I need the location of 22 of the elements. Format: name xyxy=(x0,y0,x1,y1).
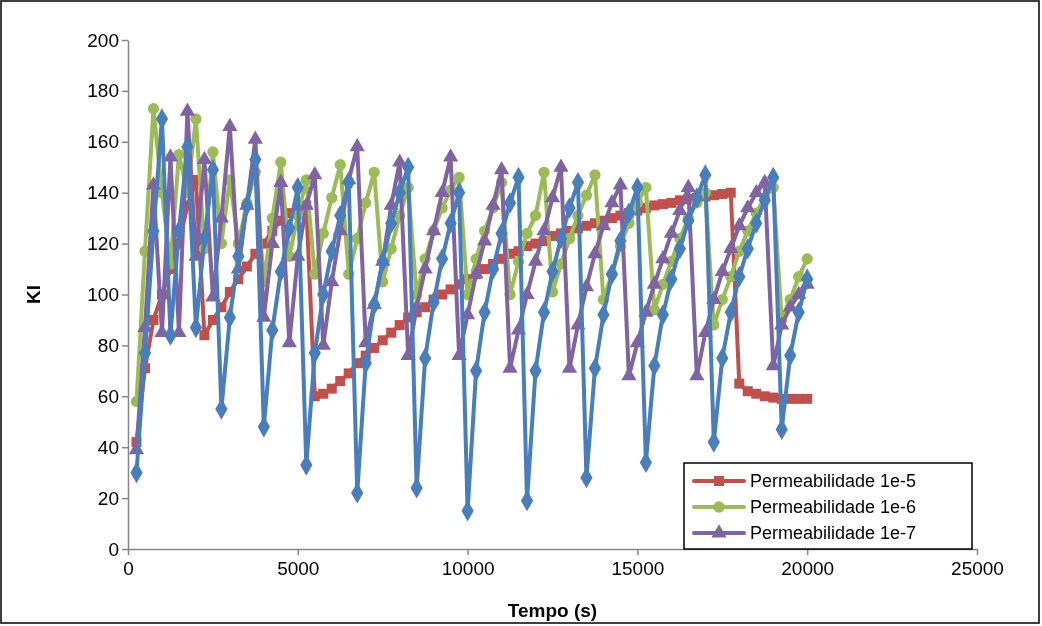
y-tick-label: 200 xyxy=(87,29,119,51)
x-tick-label: 15000 xyxy=(611,558,665,580)
x-axis-title: Tempo (s) xyxy=(507,600,598,621)
y-tick-label: 40 xyxy=(97,436,119,458)
y-tick-label: 120 xyxy=(87,233,119,255)
x-tick-label: 10000 xyxy=(441,558,495,580)
y-axis-title: Kl xyxy=(23,285,44,304)
x-tick-label: 5000 xyxy=(277,558,320,580)
y-tick-label: 140 xyxy=(87,182,119,204)
legend-label: Permeabilidade 1e-5 xyxy=(750,471,917,492)
y-tick-label: 100 xyxy=(87,284,119,306)
x-tick-label: 0 xyxy=(123,558,134,580)
legend-label: Permeabilidade 1e-6 xyxy=(750,497,917,518)
y-tick-label: 180 xyxy=(87,80,119,102)
x-tick-label: 25000 xyxy=(951,558,1004,580)
y-tick-label: 160 xyxy=(87,131,119,153)
y-tick-label: 80 xyxy=(97,334,119,356)
legend-label: Permeabilidade 1e-7 xyxy=(750,523,917,544)
x-tick-label: 20000 xyxy=(781,558,835,580)
y-tick-label: 20 xyxy=(97,487,119,509)
y-tick-label: 60 xyxy=(97,385,119,407)
y-tick-label: 0 xyxy=(108,538,119,560)
